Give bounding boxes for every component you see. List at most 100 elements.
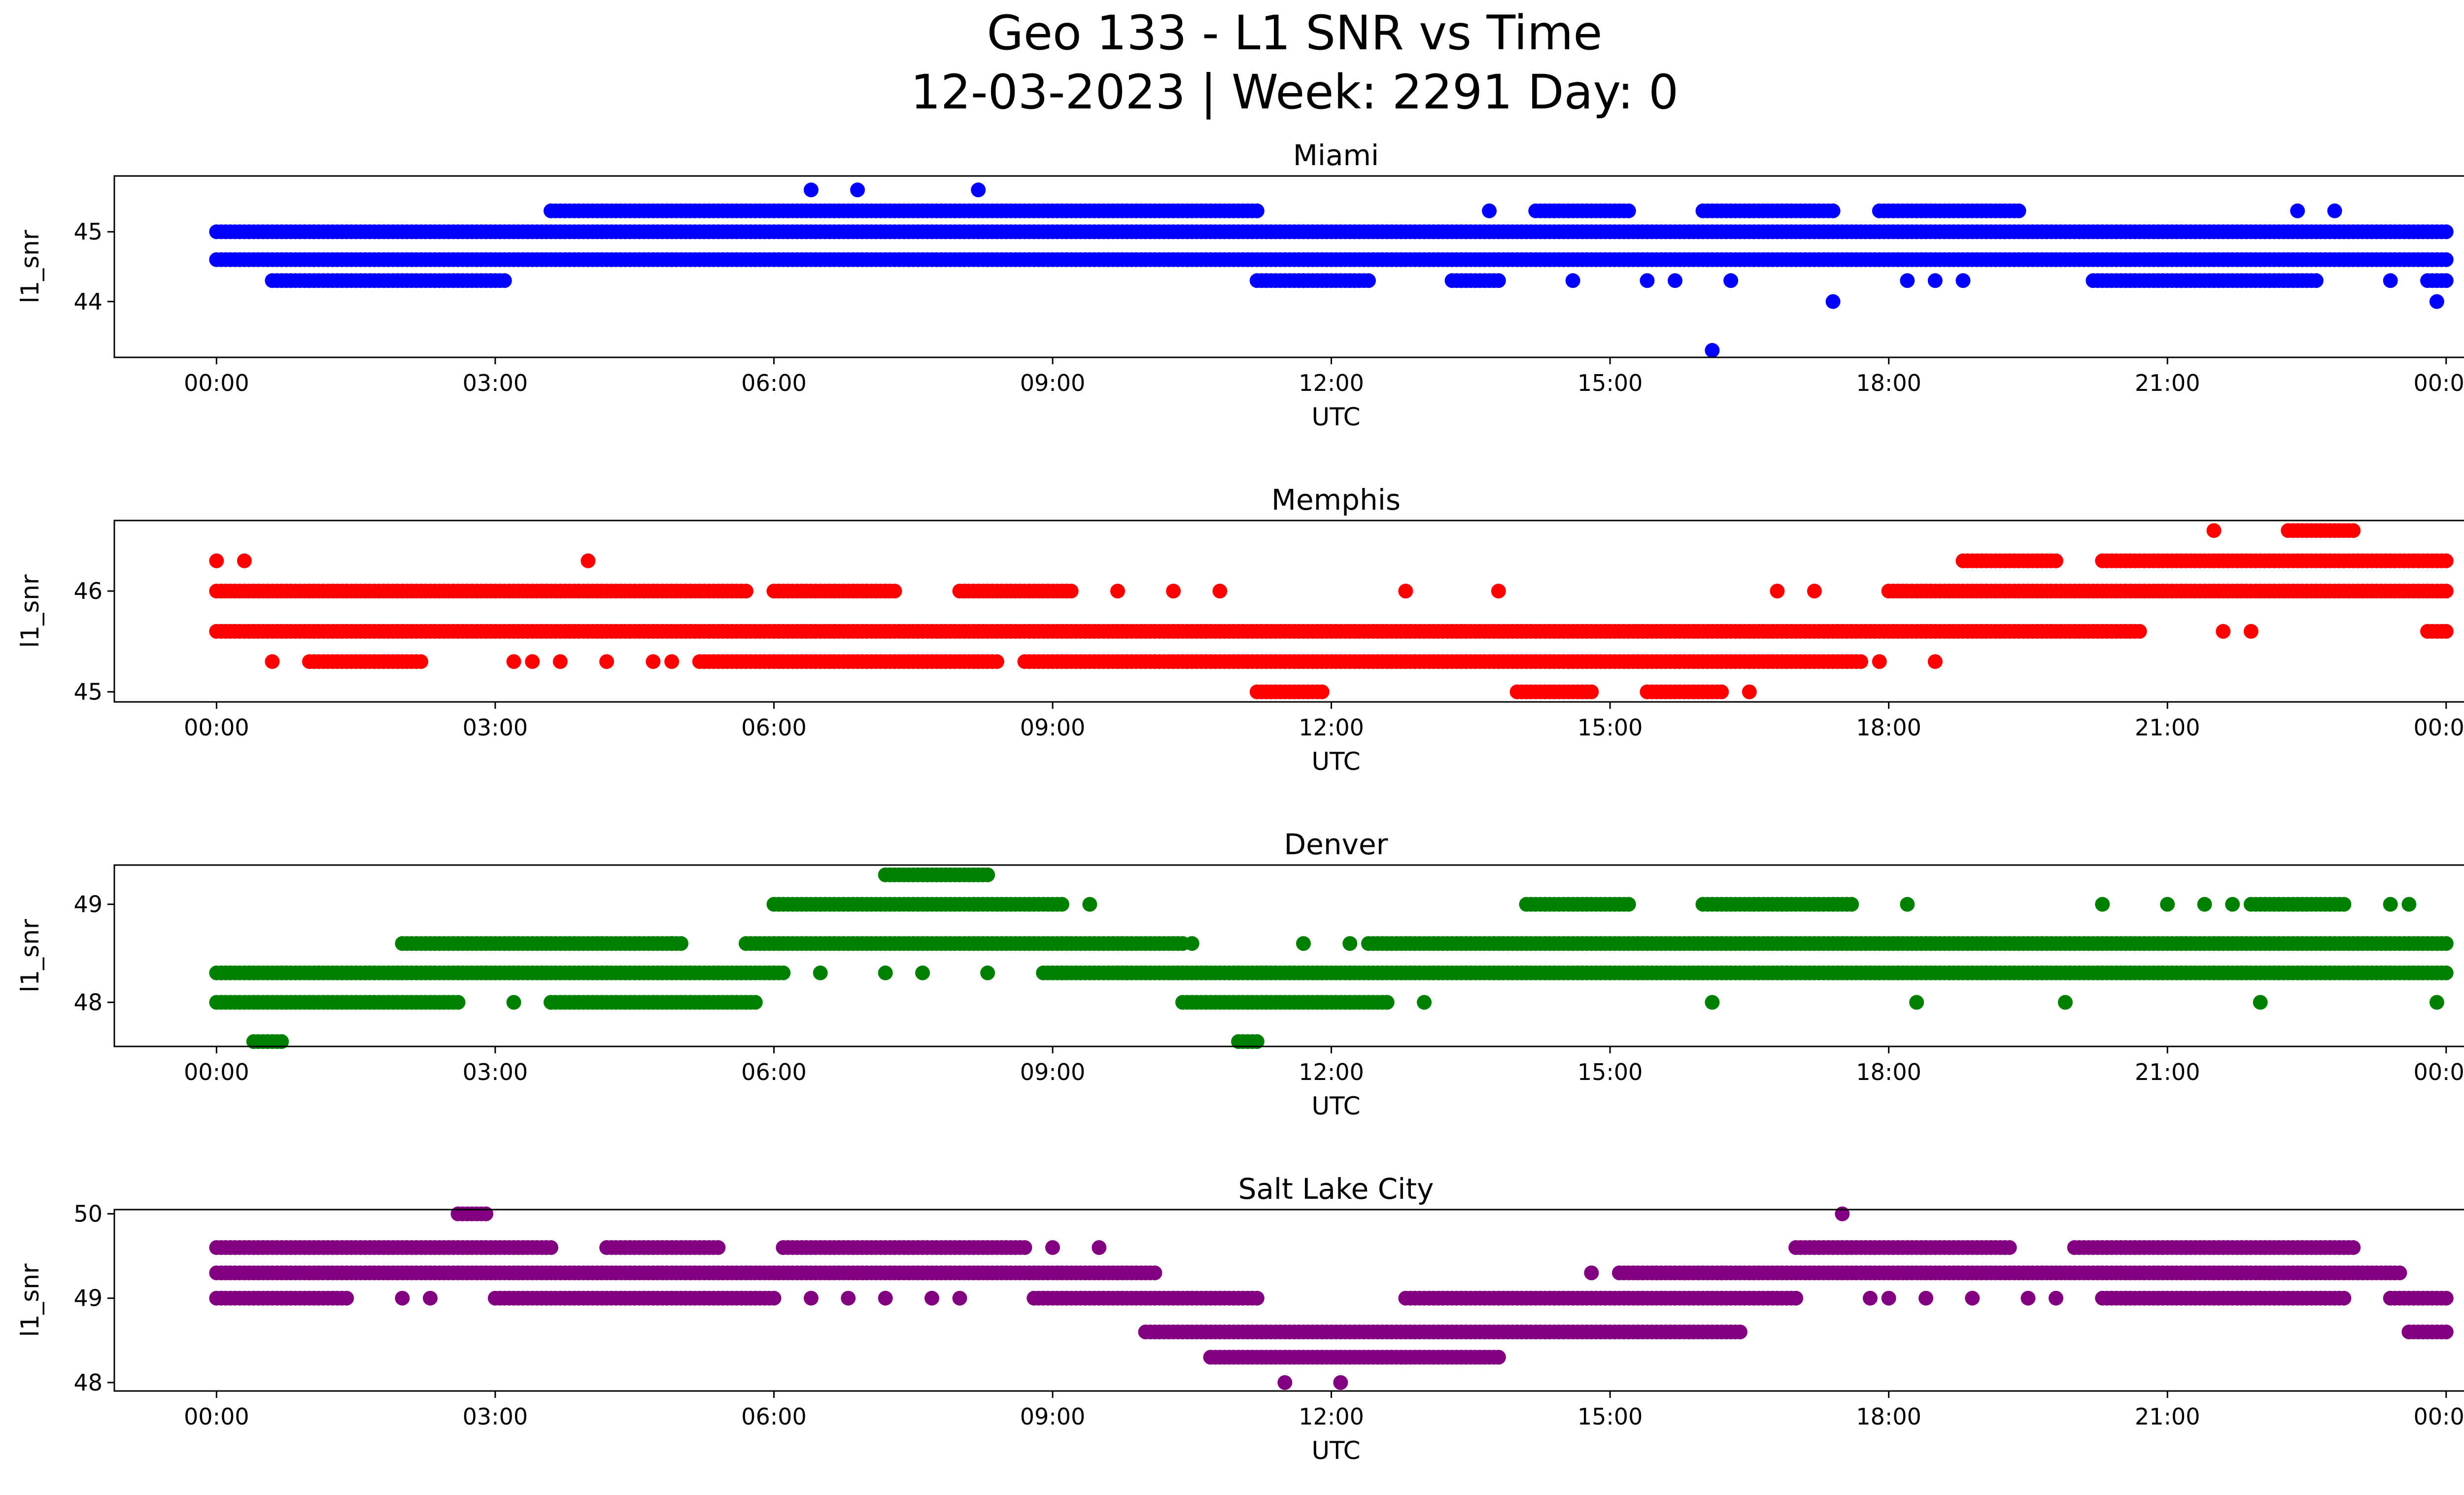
scatter-points	[209, 867, 2454, 1049]
data-point	[1955, 273, 1971, 288]
data-point	[1584, 1265, 1599, 1281]
data-point	[1881, 1290, 1896, 1306]
x-axis-label: UTC	[1311, 403, 1360, 431]
data-point	[2160, 897, 2175, 912]
data-point	[952, 1290, 967, 1306]
data-point	[1909, 995, 1924, 1010]
data-point	[1733, 1324, 1747, 1340]
x-tick-label: 12:00	[1299, 370, 1364, 396]
data-point	[479, 1206, 494, 1221]
data-point	[1110, 584, 1125, 599]
data-point	[1714, 1265, 1729, 1281]
data-point	[664, 654, 680, 669]
data-point	[1927, 273, 1943, 288]
data-point	[2327, 203, 2342, 218]
data-point	[1872, 654, 1887, 669]
x-tick-label: 06:00	[741, 714, 807, 741]
data-point	[2243, 624, 2259, 639]
data-point	[878, 1290, 893, 1306]
data-point	[1900, 897, 1915, 912]
data-point	[2438, 624, 2454, 639]
y-tick-label: 49	[73, 1285, 103, 1312]
data-point	[1296, 273, 1311, 288]
data-point	[209, 553, 224, 568]
y-tick-label: 48	[73, 989, 103, 1015]
panel-title: Memphis	[1271, 483, 1401, 517]
data-point	[2206, 523, 2222, 538]
data-point	[2336, 1290, 2352, 1306]
axes-frame	[113, 520, 2464, 703]
data-point	[552, 654, 568, 669]
data-point	[2002, 1240, 2017, 1255]
data-point	[2438, 273, 2454, 288]
data-point	[2438, 965, 2454, 980]
data-point	[887, 584, 902, 599]
data-point	[1277, 1375, 1293, 1390]
y-axis-label: l1_snr	[16, 1263, 44, 1337]
data-point	[2438, 584, 2454, 599]
data-point	[1677, 1265, 1692, 1281]
x-tick-label: 12:00	[1299, 714, 1364, 741]
data-point	[2290, 203, 2305, 218]
x-tick-label: 06:00	[741, 370, 807, 396]
data-point	[423, 1290, 438, 1306]
data-point	[2011, 203, 2026, 218]
data-point	[2057, 995, 2073, 1010]
data-point	[2336, 897, 2352, 912]
x-axis-label: UTC	[1311, 1092, 1360, 1120]
data-point	[1063, 584, 1079, 599]
data-point	[1082, 897, 1097, 912]
data-point	[265, 654, 280, 669]
panel-title: Miami	[1293, 139, 1379, 172]
data-point	[1398, 584, 1413, 599]
data-point	[1649, 1265, 1664, 1281]
x-tick-label: 00:00	[184, 1059, 249, 1085]
axes-frame	[113, 864, 2464, 1047]
x-tick-label: 00:00	[184, 370, 249, 396]
data-point	[395, 1290, 410, 1306]
data-point	[2020, 1290, 2036, 1306]
data-point	[1092, 1240, 1107, 1255]
y-axis-label: l1_snr	[16, 919, 44, 992]
data-point	[1333, 1375, 1348, 1390]
scatter-points	[209, 1206, 2454, 1390]
x-tick-label: 00:00	[2413, 714, 2464, 741]
data-point	[2429, 995, 2444, 1010]
data-point	[525, 654, 540, 669]
data-point	[2429, 294, 2444, 309]
x-tick-label: 18:00	[1856, 370, 1921, 396]
x-tick-label: 18:00	[1856, 1059, 1921, 1085]
x-axis-label: UTC	[1311, 1436, 1360, 1465]
data-point	[2308, 273, 2324, 288]
data-point	[2132, 624, 2147, 639]
data-point	[1417, 995, 1432, 1010]
x-tick-label: 00:00	[2413, 1059, 2464, 1085]
data-point	[2383, 897, 2398, 912]
data-point	[2216, 624, 2231, 639]
data-point	[776, 965, 791, 980]
data-point	[413, 654, 429, 669]
data-point	[2225, 897, 2240, 912]
data-point	[813, 965, 828, 980]
data-point	[2049, 553, 2063, 568]
x-tick-label: 21:00	[2135, 714, 2200, 741]
data-point	[1742, 684, 1757, 699]
data-point	[711, 1240, 726, 1255]
x-tick-label: 00:00	[184, 1403, 249, 1430]
data-point	[738, 584, 753, 599]
data-point	[1723, 273, 1739, 288]
y-tick-label: 50	[73, 1201, 103, 1227]
data-point	[748, 995, 763, 1010]
y-tick-label: 48	[73, 1369, 103, 1396]
data-point	[1296, 936, 1311, 951]
data-point	[1788, 1290, 1804, 1306]
figure-title-line2: 12-03-2023 | Week: 2291 Day: 0	[911, 65, 1679, 120]
data-point	[1314, 684, 1330, 699]
y-axis-label: l1_snr	[16, 574, 44, 648]
y-axis-label: l1_snr	[16, 230, 44, 303]
